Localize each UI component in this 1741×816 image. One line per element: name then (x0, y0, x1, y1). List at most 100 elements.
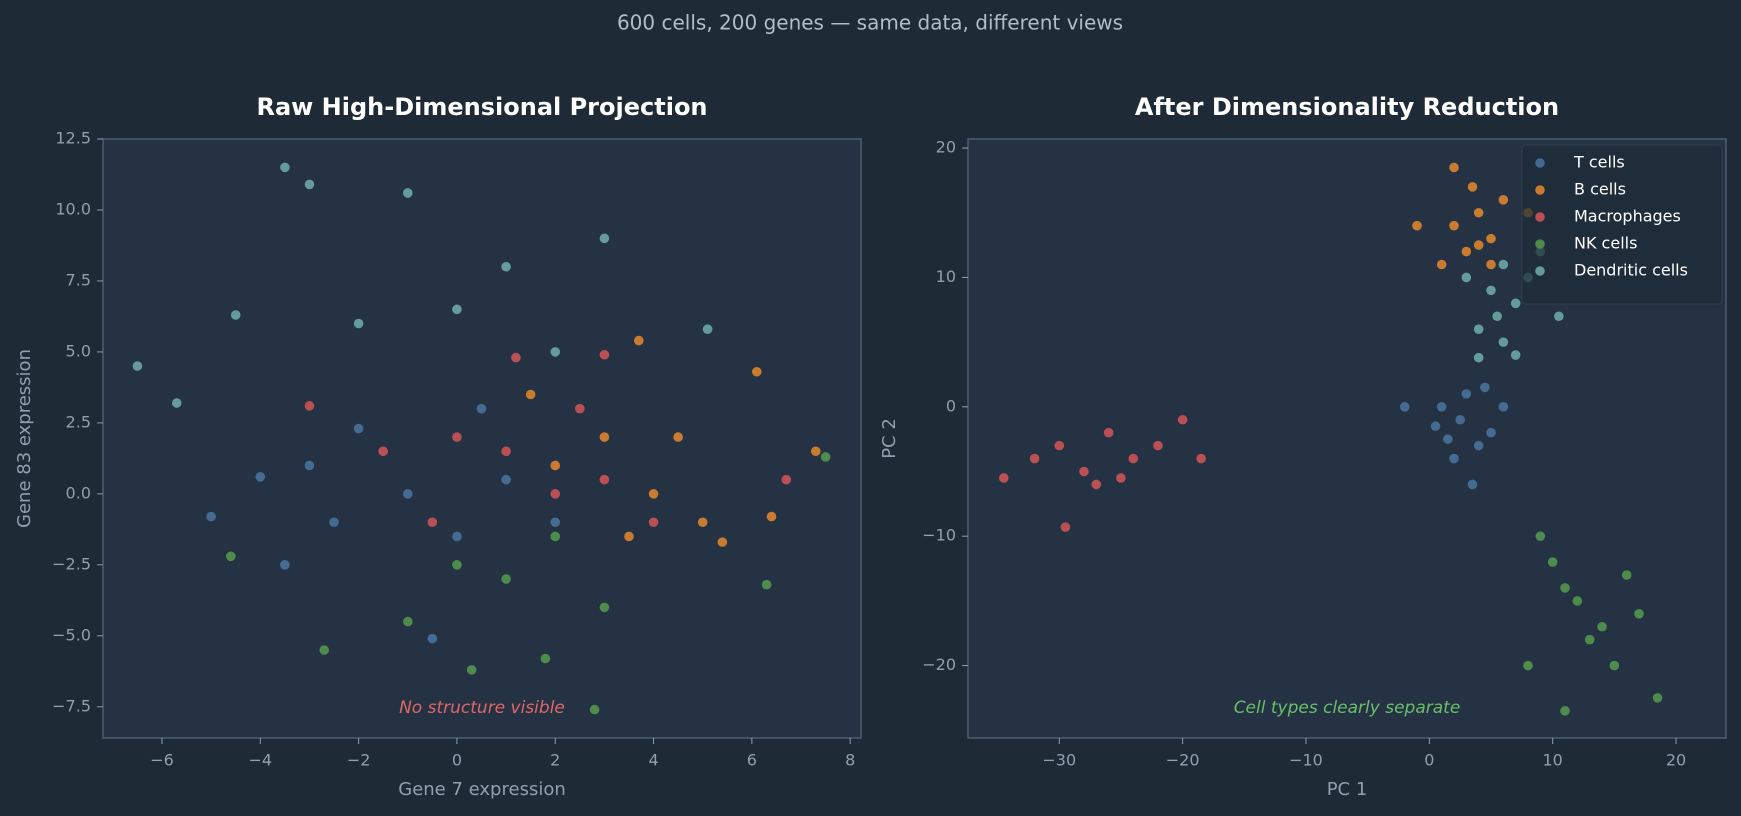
point (697, 517, 708, 528)
point (702, 324, 713, 335)
point (1498, 402, 1509, 412)
point (1535, 531, 1546, 541)
y-tick-label: −5.0 (52, 625, 91, 644)
point (501, 446, 511, 457)
annotation: Cell types clearly separate (1234, 698, 1461, 718)
point (599, 233, 610, 244)
point (525, 389, 536, 400)
point (540, 653, 551, 664)
point (599, 474, 610, 485)
point (550, 531, 561, 542)
x-tick-label: 0 (1424, 751, 1434, 770)
x-tick-label: 20 (1666, 751, 1686, 770)
point (1461, 272, 1472, 283)
legend-marker (1535, 158, 1545, 168)
legend-label: T cells (1573, 153, 1625, 172)
point (452, 304, 462, 315)
annotation: No structure visible (399, 698, 565, 718)
point (427, 517, 438, 528)
point (304, 460, 315, 471)
point (599, 602, 610, 613)
point (1449, 453, 1459, 464)
point (226, 551, 236, 562)
point (1455, 414, 1465, 425)
point (1510, 350, 1521, 360)
point (452, 560, 462, 570)
point (550, 460, 561, 471)
y-tick-label: −2.5 (52, 554, 91, 573)
point (781, 474, 792, 485)
point (1473, 324, 1484, 334)
point (255, 472, 266, 482)
point (550, 347, 561, 357)
point (1560, 706, 1570, 716)
point (575, 403, 585, 414)
point (1597, 621, 1607, 632)
point (1412, 220, 1422, 231)
x-tick-label: −6 (150, 751, 174, 770)
point (1196, 453, 1206, 464)
point (1436, 259, 1447, 270)
point (599, 349, 610, 360)
suptitle: 600 cells, 200 genes — same data, differ… (617, 11, 1123, 35)
y-tick-label: 12.5 (55, 129, 91, 148)
point (1473, 440, 1484, 451)
point (329, 517, 339, 528)
point (378, 446, 388, 457)
point (1079, 466, 1089, 477)
point (1486, 285, 1496, 296)
point (501, 261, 511, 272)
point (206, 511, 216, 522)
y-tick-label: 5.0 (66, 341, 91, 360)
point (766, 511, 777, 522)
point (280, 560, 290, 570)
point (998, 473, 1009, 483)
point (648, 517, 659, 528)
point (1467, 182, 1478, 192)
legend-label: Dendritic cells (1574, 261, 1688, 280)
x-tick-label: 4 (648, 751, 658, 770)
point (1473, 352, 1484, 363)
legend-marker (1535, 239, 1545, 249)
point (132, 361, 143, 371)
point (1498, 195, 1509, 205)
point (751, 366, 762, 377)
y-tick-label: 10 (936, 267, 956, 286)
legend-box (1521, 144, 1723, 305)
point (1461, 389, 1472, 399)
point (1473, 207, 1484, 218)
point (466, 665, 477, 675)
point (171, 398, 182, 408)
legend-label: B cells (1574, 180, 1626, 199)
chart-title: Raw High-Dimensional Projection (256, 93, 707, 121)
y-axis-label: Gene 83 expression (14, 349, 35, 528)
y-tick-label: 0 (946, 396, 956, 415)
point (452, 432, 462, 442)
point (1029, 453, 1040, 464)
point (1054, 440, 1065, 451)
y-tick-label: 10.0 (55, 199, 91, 218)
point (452, 531, 462, 542)
y-axis-label: PC 2 (879, 418, 900, 459)
x-tick-label: 8 (845, 751, 855, 770)
point (1103, 427, 1114, 438)
point (1436, 402, 1447, 412)
y-tick-label: 20 (936, 138, 956, 157)
x-tick-label: −30 (1042, 751, 1076, 770)
point (501, 474, 511, 485)
point (1461, 246, 1472, 257)
point (810, 446, 821, 457)
point (427, 633, 438, 644)
point (1492, 311, 1502, 322)
point (1486, 259, 1496, 270)
y-tick-label: −20 (922, 655, 956, 674)
point (1116, 473, 1126, 483)
x-tick-label: 6 (747, 751, 757, 770)
point (1609, 660, 1620, 671)
legend-marker (1535, 266, 1545, 276)
point (1572, 596, 1583, 606)
y-tick-label: 0.0 (66, 483, 91, 502)
point (624, 531, 634, 542)
y-tick-label: −7.5 (52, 696, 91, 715)
